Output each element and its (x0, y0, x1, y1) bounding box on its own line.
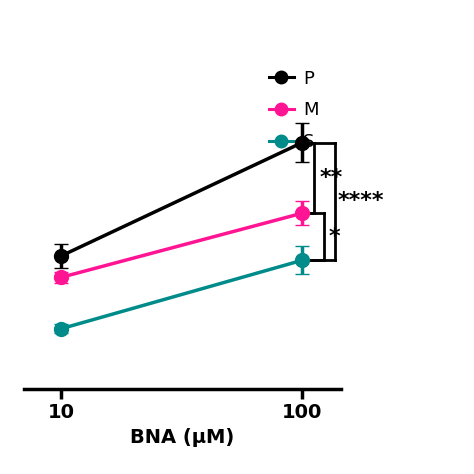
Text: *: * (328, 227, 340, 246)
Text: **: ** (319, 168, 343, 188)
Legend: P, M, S: P, M, S (261, 63, 326, 158)
X-axis label: BNA (μM): BNA (μM) (130, 428, 235, 447)
Text: ****: **** (337, 191, 384, 211)
